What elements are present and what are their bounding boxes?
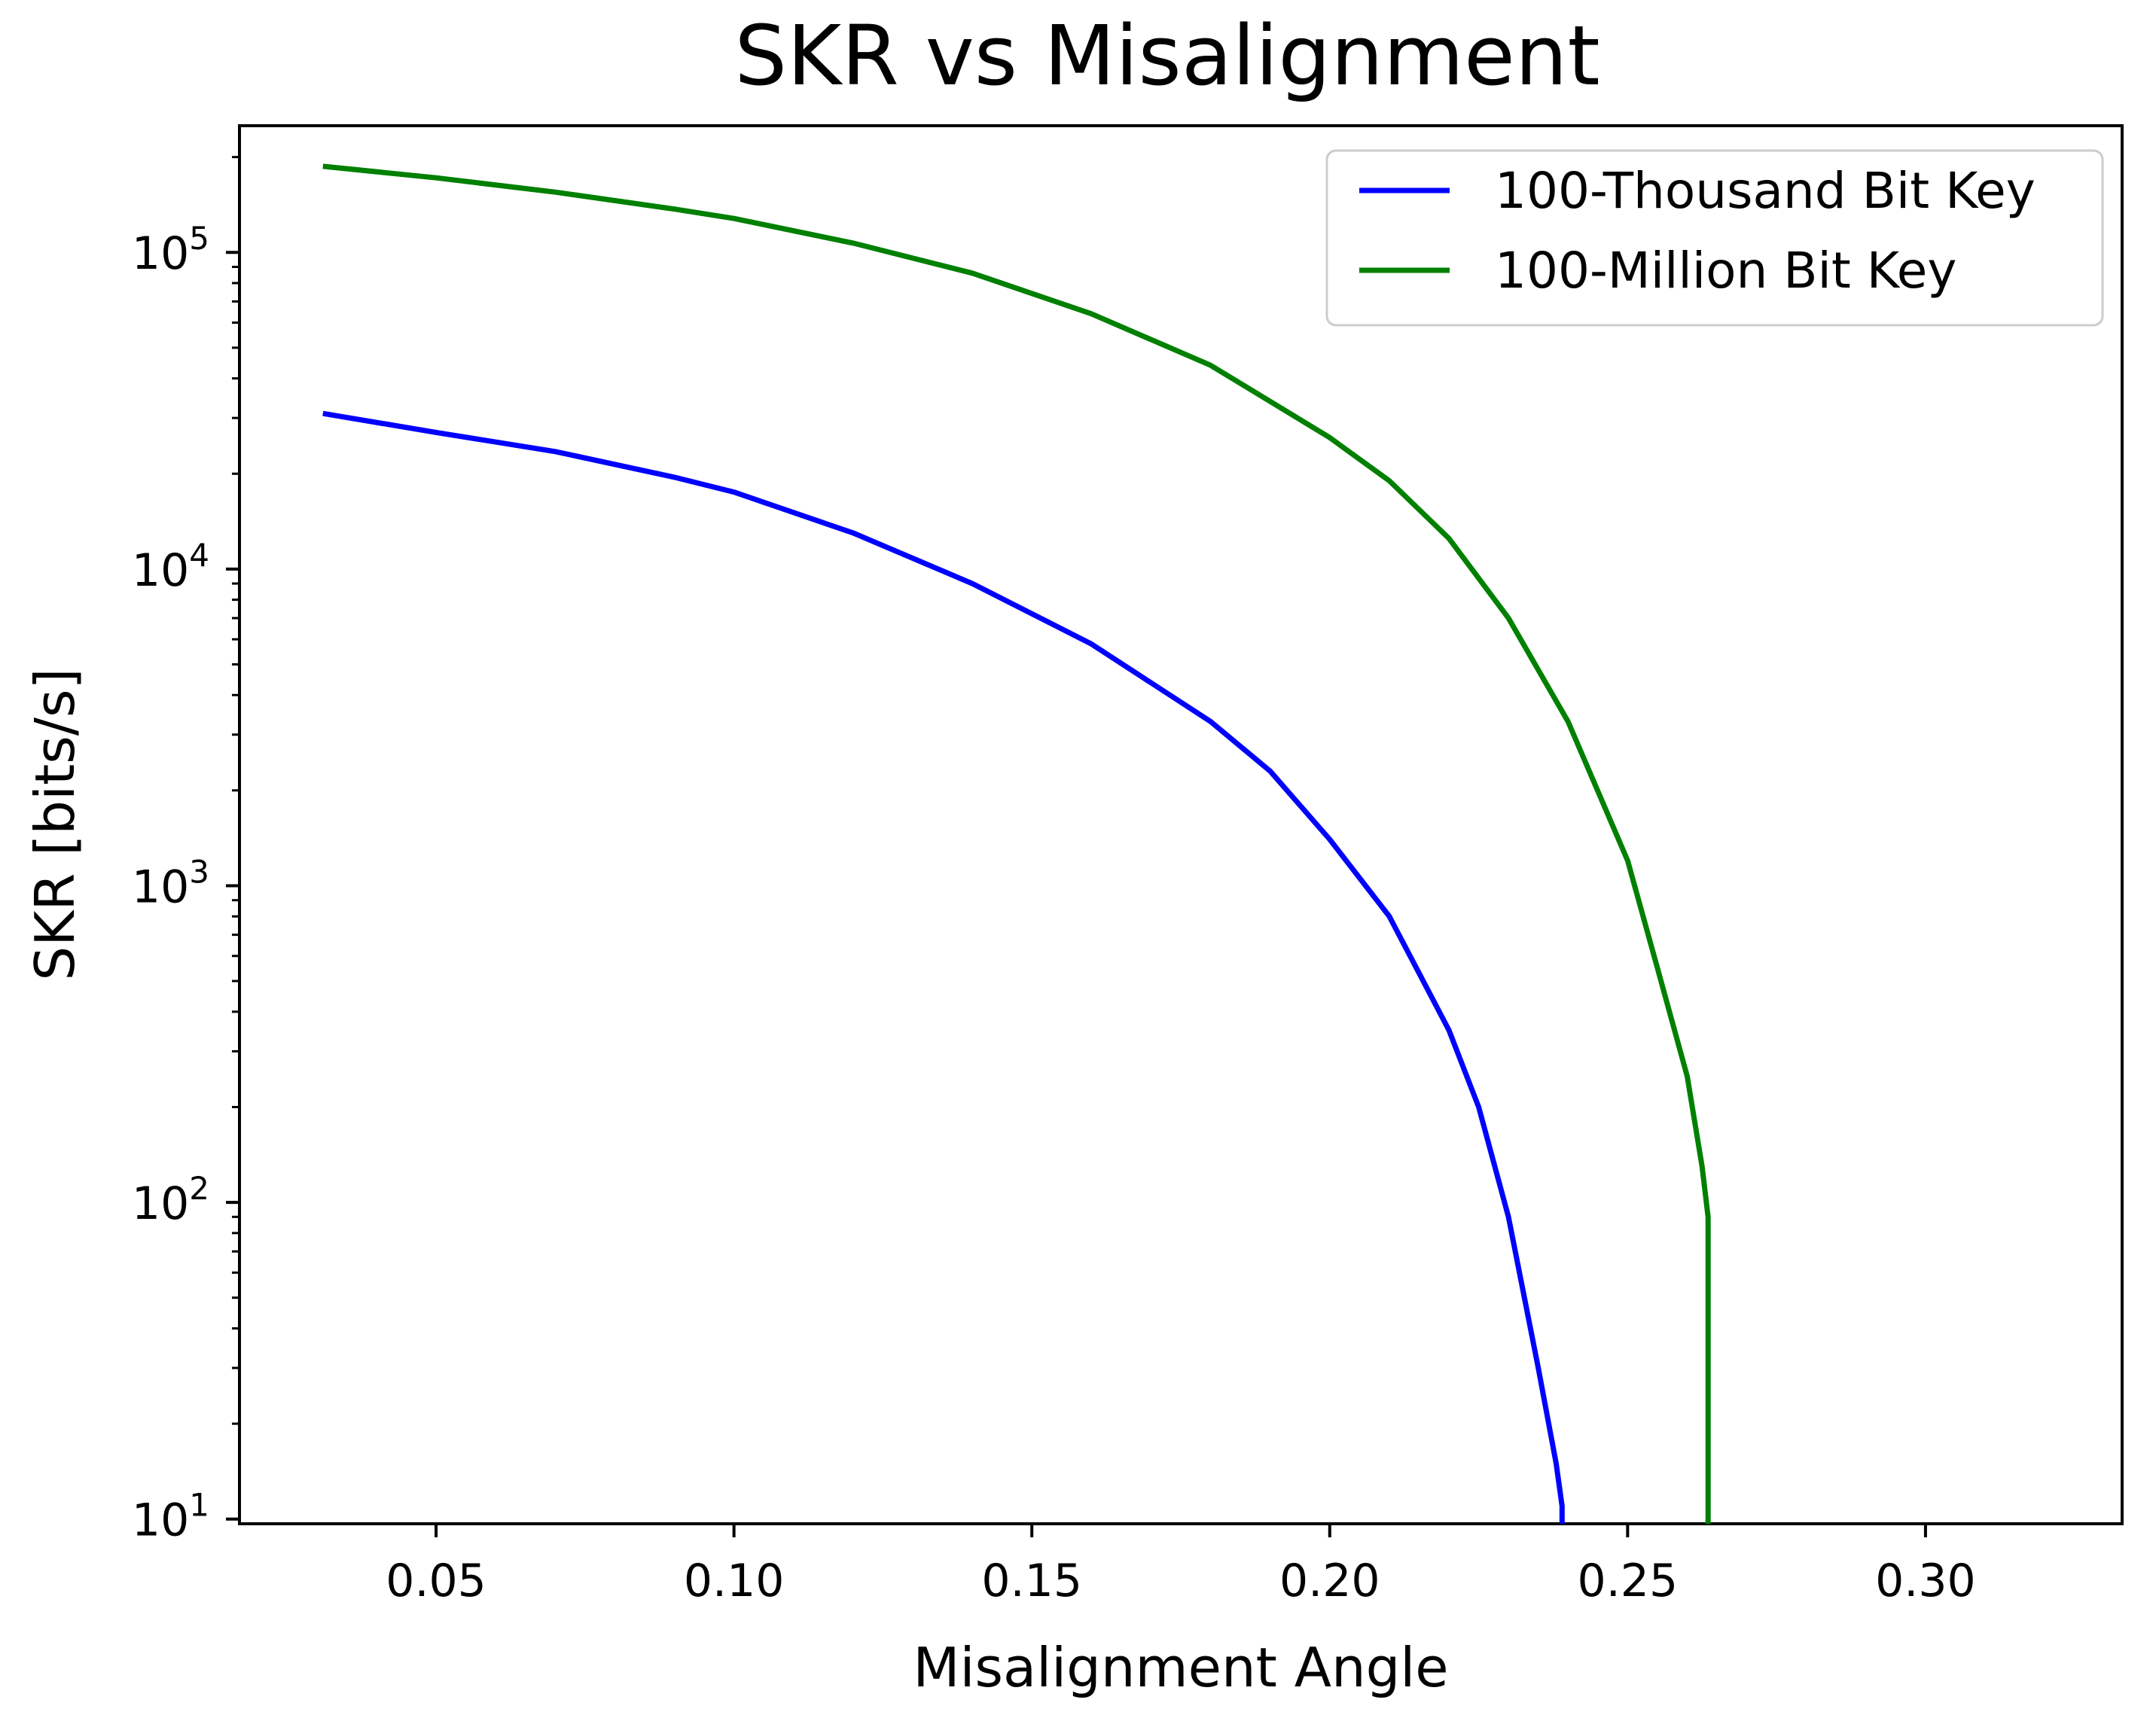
y-tick-base: 10 xyxy=(132,1494,189,1547)
y-tick-label: 101 xyxy=(132,1487,209,1547)
series-layer xyxy=(322,163,1711,1524)
x-tick-label: 0.25 xyxy=(1578,1555,1679,1607)
y-tick-base: 10 xyxy=(132,861,189,913)
y-tick-exponent: 2 xyxy=(189,1170,209,1207)
y-tick-base: 10 xyxy=(132,227,189,280)
y-tick-exponent: 3 xyxy=(189,853,209,890)
x-tick-label: 0.15 xyxy=(981,1555,1082,1607)
y-tick-label: 102 xyxy=(132,1170,209,1230)
y-axis-label: SKR [bits/s] xyxy=(23,668,87,980)
y-tick-label: 105 xyxy=(132,220,209,280)
y-tick-exponent: 4 xyxy=(189,537,209,574)
chart-title: SKR vs Misalignment xyxy=(734,8,1599,104)
x-tick-label: 0.30 xyxy=(1875,1555,1976,1607)
legend: 100-Thousand Bit Key 100-Million Bit Key xyxy=(1325,149,2104,327)
legend-label-thousand: 100-Thousand Bit Key xyxy=(1495,162,2036,220)
legend-label-million: 100-Million Bit Key xyxy=(1495,242,1956,300)
y-tick-exponent: 1 xyxy=(189,1487,209,1524)
x-tick-label: 0.05 xyxy=(386,1555,486,1607)
legend-box xyxy=(1325,149,2104,327)
x-tick-label: 0.10 xyxy=(684,1555,785,1607)
y-tick-base: 10 xyxy=(132,544,189,597)
y-tick-label: 104 xyxy=(132,537,209,597)
y-tick-exponent: 5 xyxy=(189,220,209,257)
series-line-0 xyxy=(322,410,1565,1524)
x-axis-label: Misalignment Angle xyxy=(913,1636,1448,1699)
y-tick-base: 10 xyxy=(132,1177,189,1230)
series-line-1 xyxy=(322,163,1711,1524)
plot-frame xyxy=(238,124,2124,1525)
x-tick-label: 0.20 xyxy=(1279,1555,1380,1607)
y-tick-label: 103 xyxy=(132,853,209,913)
